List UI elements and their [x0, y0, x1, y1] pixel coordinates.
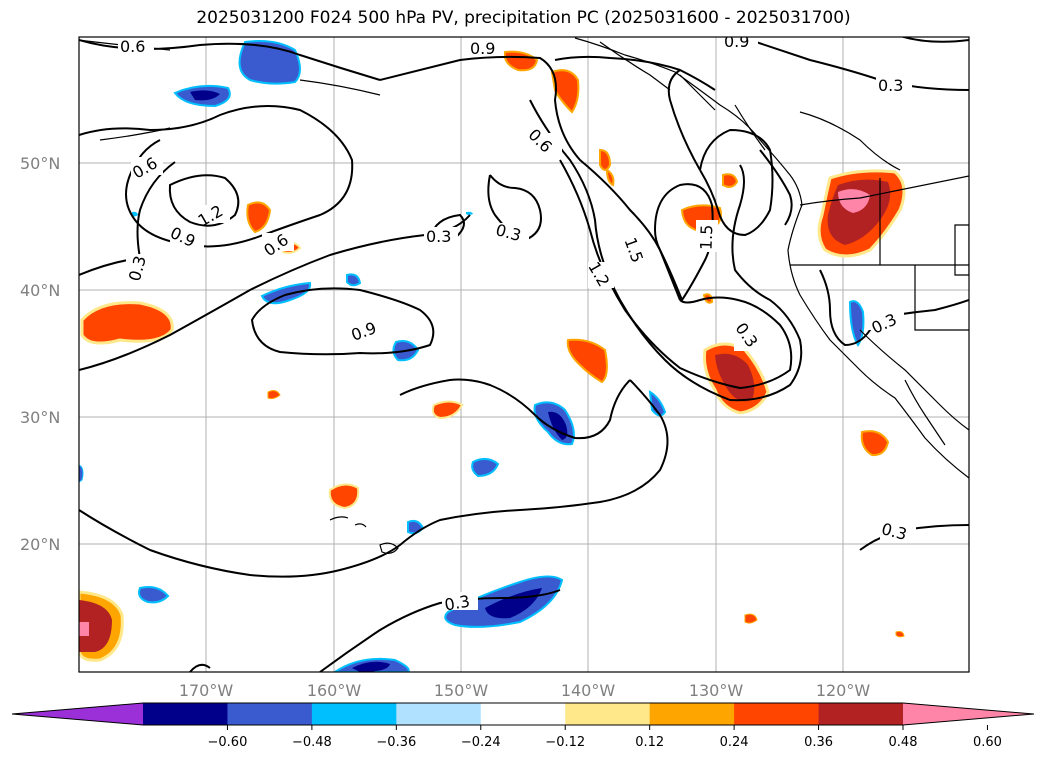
colorbar-tick-label: −0.36 — [376, 735, 416, 750]
colorbar-tick-label: 0.48 — [889, 735, 918, 750]
map-title: 2025031200 F024 500 hPa PV, precipitatio… — [196, 8, 851, 28]
contour-label: 0.3 — [878, 76, 903, 95]
lat-label: 40°N — [20, 281, 60, 300]
colorbar-tick-label: 0.60 — [973, 735, 1002, 750]
colorbar-segment — [396, 703, 482, 725]
lat-label: 30°N — [20, 408, 60, 427]
colorbar-tick-label: 0.36 — [804, 735, 833, 750]
contour-label: 0.3 — [443, 591, 471, 614]
lon-label: 130°W — [689, 681, 744, 700]
colorbar-extend-min — [12, 703, 143, 725]
lon-label: 170°W — [179, 681, 234, 700]
map-frame — [78, 36, 970, 673]
colorbar-ticks: −0.60 −0.48 −0.36 −0.24 −0.12 0.12 0.24 0.36 0.4… — [208, 725, 1002, 750]
contour-label: 1.5 — [697, 224, 717, 250]
colorbar-tick-label: 0.12 — [635, 735, 664, 750]
colorbar-outline — [11, 702, 1035, 726]
colorbar-segment — [565, 703, 651, 725]
colorbar — [11, 702, 1035, 726]
lat-label: 50°N — [20, 154, 60, 173]
colorbar-tick-label: −0.24 — [461, 735, 501, 750]
pv-contour-labels: 0.6 0.9 0.9 0.3 0.6 1.2 0.9 0.6 0.3 0.3 … — [118, 32, 916, 615]
colorbar-segment — [143, 703, 228, 725]
longitude-labels: 170°W 160°W 150°W 140°W 130°W 120°W — [179, 681, 871, 700]
colorbar-segment — [227, 703, 313, 725]
contour-label: 0.9 — [724, 32, 749, 51]
lon-label: 150°W — [434, 681, 489, 700]
colorbar-segment — [311, 703, 397, 725]
colorbar-tick-label: 0.24 — [720, 735, 749, 750]
latitude-labels: 50°N 40°N 30°N 20°N — [20, 154, 60, 554]
lat-label: 20°N — [20, 535, 60, 554]
colorbar-segment — [649, 703, 735, 725]
pv-contours — [79, 37, 969, 672]
contour-label: 0.3 — [426, 227, 451, 246]
map-area: 0.6 0.9 0.9 0.3 0.6 1.2 0.9 0.6 0.3 0.3 … — [79, 32, 969, 672]
precip-negative-areas — [79, 40, 865, 672]
colorbar-tick-label: −0.48 — [292, 735, 332, 750]
colorbar-segment — [480, 703, 566, 725]
lon-label: 140°W — [561, 681, 616, 700]
lon-label: 120°W — [816, 681, 871, 700]
colorbar-segment — [818, 703, 904, 725]
lon-label: 160°W — [307, 681, 362, 700]
colorbar-tick-label: −0.12 — [545, 735, 585, 750]
colorbar-tick-label: −0.60 — [208, 735, 248, 750]
contour-label: 0.6 — [120, 37, 145, 56]
contour-label: 0.9 — [470, 39, 495, 58]
colorbar-segment — [734, 703, 820, 725]
colorbar-extend-max — [903, 703, 1034, 725]
